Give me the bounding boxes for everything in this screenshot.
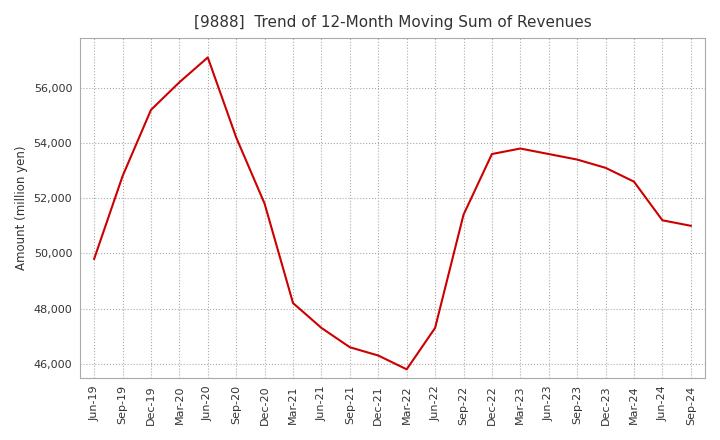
Y-axis label: Amount (million yen): Amount (million yen) bbox=[15, 146, 28, 270]
Title: [9888]  Trend of 12-Month Moving Sum of Revenues: [9888] Trend of 12-Month Moving Sum of R… bbox=[194, 15, 591, 30]
